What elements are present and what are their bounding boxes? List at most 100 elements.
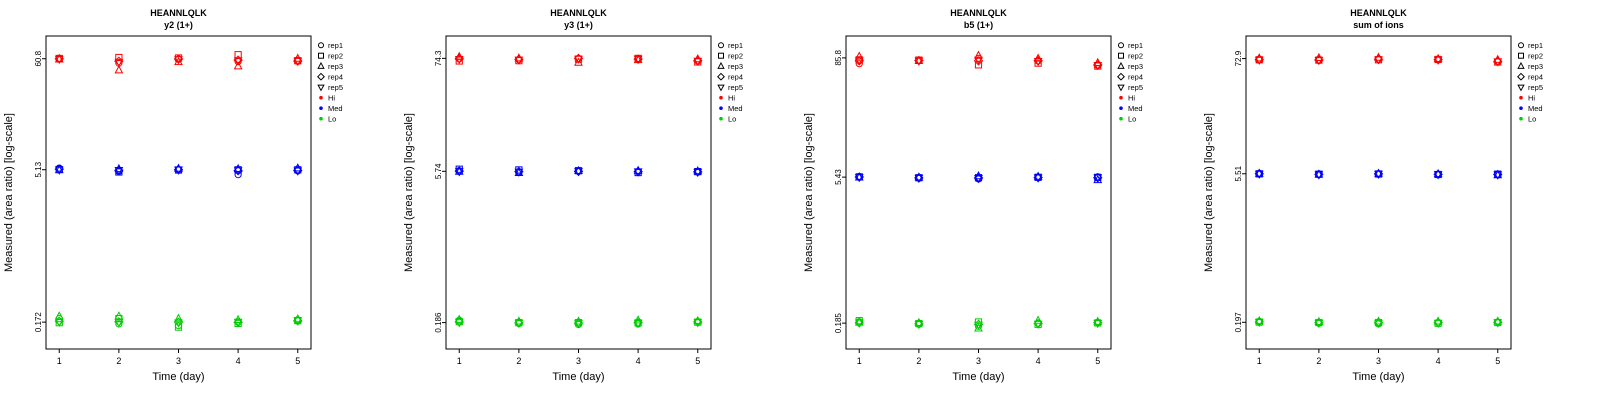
legend-label: rep2 bbox=[728, 52, 743, 61]
marker-square bbox=[318, 52, 324, 59]
x-axis: 1 2 3 4 5 bbox=[857, 349, 1100, 366]
series-hi bbox=[54, 51, 303, 74]
y-axis: 60.8 5.13 0.172 bbox=[34, 50, 46, 332]
marker-diamond bbox=[1117, 72, 1125, 81]
legend-label: rep3 bbox=[328, 62, 343, 71]
plot-box bbox=[845, 35, 1112, 350]
x-tick-label: 1 bbox=[457, 356, 462, 366]
legend-label: rep5 bbox=[728, 83, 743, 92]
marker-square bbox=[974, 61, 983, 69]
y-tick-label: 5.51 bbox=[1234, 165, 1243, 181]
panel-subtitle: sum of ions bbox=[1353, 20, 1404, 30]
marker-triangle-down bbox=[1117, 84, 1125, 92]
marker-triangle-down bbox=[633, 168, 643, 177]
y-axis-label: Measured (area ratio) [log-scale] bbox=[803, 113, 815, 272]
x-axis: 1 2 3 4 5 bbox=[1257, 349, 1500, 366]
y-tick-label: 0.186 bbox=[434, 312, 443, 333]
legend-label: rep2 bbox=[1528, 52, 1543, 61]
series-med bbox=[454, 165, 703, 178]
legend-label: rep4 bbox=[1128, 73, 1143, 82]
marker-triangle-up bbox=[1517, 61, 1525, 69]
marker-triangle-down bbox=[1374, 320, 1383, 329]
marker-triangle-down bbox=[1033, 174, 1043, 183]
y-tick-label: 85.8 bbox=[834, 50, 843, 66]
legend-dot bbox=[1119, 116, 1123, 121]
marker-triangle-up bbox=[1254, 168, 1264, 177]
marker-triangle-up bbox=[1117, 61, 1125, 69]
marker-triangle-down bbox=[914, 174, 924, 184]
legend-label: Hi bbox=[1128, 94, 1135, 103]
marker-triangle-down bbox=[1254, 170, 1264, 179]
marker-triangle-down bbox=[293, 317, 303, 326]
panel-title: HEANNLQLK bbox=[1350, 8, 1407, 18]
x-tick-label: 5 bbox=[695, 356, 700, 366]
marker-triangle-down bbox=[54, 318, 64, 327]
marker-square bbox=[115, 53, 123, 62]
series-med bbox=[1254, 168, 1503, 180]
marker-triangle-down bbox=[233, 318, 243, 327]
marker-triangle-down bbox=[1314, 319, 1324, 329]
x-tick-label: 3 bbox=[576, 356, 581, 366]
marker-triangle-down bbox=[1493, 319, 1503, 328]
marker-square bbox=[718, 52, 724, 59]
marker-triangle-down bbox=[574, 320, 583, 329]
x-tick-label: 2 bbox=[116, 356, 121, 366]
legend-label: Lo bbox=[328, 115, 336, 124]
x-tick-label: 3 bbox=[176, 356, 181, 366]
x-axis-label: Time (day) bbox=[152, 371, 204, 383]
marker-triangle-down bbox=[693, 319, 703, 328]
marker-circle bbox=[1518, 42, 1524, 49]
legend-dot bbox=[719, 95, 723, 100]
marker-triangle-down bbox=[914, 57, 924, 66]
marker-triangle-down bbox=[114, 167, 124, 176]
y-tick-label: 0.172 bbox=[34, 312, 43, 333]
y-tick-label: 60.8 bbox=[34, 50, 43, 66]
marker-triangle-down bbox=[1033, 58, 1043, 67]
marker-diamond bbox=[717, 72, 725, 81]
marker-triangle-down bbox=[1093, 319, 1103, 329]
legend-dot bbox=[1119, 95, 1123, 100]
y-axis-label: Measured (area ratio) [log-scale] bbox=[1203, 113, 1215, 272]
panel-subtitle: y2 (1+) bbox=[164, 20, 193, 30]
marker-circle bbox=[1118, 42, 1124, 49]
x-tick-label: 1 bbox=[857, 356, 862, 366]
marker-triangle-up bbox=[1033, 315, 1043, 324]
x-axis-label: Time (day) bbox=[1352, 371, 1404, 383]
panel-title: HEANNLQLK bbox=[950, 8, 1007, 18]
marker-triangle-up bbox=[1374, 168, 1383, 177]
marker-triangle-down bbox=[174, 319, 183, 328]
marker-triangle-up bbox=[693, 166, 703, 175]
y-tick-label: 5.13 bbox=[34, 161, 43, 177]
marker-diamond bbox=[1517, 72, 1525, 81]
x-tick-label: 3 bbox=[976, 356, 981, 366]
marker-triangle-down bbox=[1517, 84, 1525, 92]
series-hi bbox=[854, 50, 1103, 71]
legend-label: rep5 bbox=[1528, 83, 1543, 92]
legend-label: Med bbox=[328, 104, 343, 113]
marker-triangle-down bbox=[293, 57, 303, 66]
legend-dot bbox=[1519, 106, 1523, 110]
marker-triangle-down bbox=[1433, 319, 1443, 329]
marker-triangle-down bbox=[974, 321, 983, 330]
marker-triangle-down bbox=[54, 55, 64, 65]
marker-triangle-down bbox=[1033, 320, 1043, 329]
marker-triangle-down bbox=[514, 319, 524, 329]
marker-triangle-down bbox=[574, 168, 583, 177]
marker-triangle-up bbox=[317, 61, 325, 69]
marker-diamond bbox=[317, 72, 325, 81]
marker-triangle-down bbox=[1493, 171, 1503, 180]
legend-label: rep1 bbox=[328, 41, 343, 50]
marker-square bbox=[234, 51, 242, 59]
marker-square bbox=[1434, 55, 1442, 64]
legend-dot bbox=[1119, 106, 1123, 110]
marker-triangle-up bbox=[914, 172, 924, 181]
series-lo bbox=[54, 311, 303, 331]
legend-dot bbox=[319, 95, 323, 100]
marker-triangle-down bbox=[693, 168, 703, 178]
marker-triangle-down bbox=[1374, 56, 1383, 65]
marker-triangle-up bbox=[114, 65, 124, 74]
marker-triangle-down bbox=[1314, 57, 1324, 66]
marker-triangle-down bbox=[1093, 174, 1103, 183]
